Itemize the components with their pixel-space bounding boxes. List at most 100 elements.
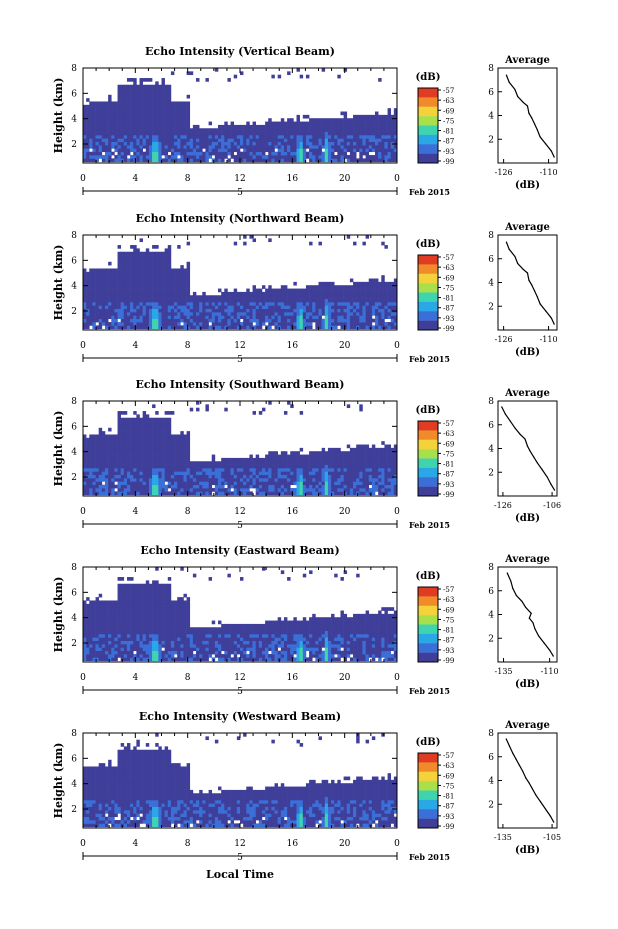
colorbar-tick-label: -81: [443, 793, 454, 801]
x-tick-label: 8: [185, 507, 191, 517]
colorbar-swatch: [418, 311, 438, 321]
y-tick-label: 6: [71, 89, 77, 99]
profile-point: [528, 112, 530, 114]
panel-title: Echo Intensity (Vertical Beam): [145, 45, 335, 58]
profile-y-tick-label: 6: [488, 255, 494, 265]
profile-y-tick-label: 4: [488, 777, 494, 787]
colorbar-tick-label: -57: [443, 254, 454, 262]
x-tick-label: 20: [339, 174, 351, 184]
colorbar-swatch: [418, 486, 438, 497]
y-tick-label: 6: [71, 422, 77, 432]
profile-line: [505, 738, 555, 823]
colorbar-tick-label: -57: [443, 420, 454, 428]
profile-line: [505, 74, 555, 158]
date-tick-label: 5: [237, 853, 243, 863]
x-tick-label: 16: [287, 174, 299, 184]
x-tick-label: 20: [339, 507, 351, 517]
y-tick-label: 6: [71, 256, 77, 266]
y-axis-label: Height (km): [52, 743, 65, 819]
profile-y-tick-label: 2: [488, 800, 494, 810]
y-axis-label: Height (km): [52, 78, 65, 154]
profile-point: [517, 262, 519, 265]
profile-y-tick-label: 8: [488, 231, 494, 241]
date-label: Feb 2015: [409, 187, 450, 197]
profile-point: [533, 456, 535, 458]
profile-point: [528, 617, 530, 619]
profile-x-tick-label: -126: [494, 501, 512, 510]
x-tick-label: 12: [234, 839, 245, 849]
colorbar-tick-label: -63: [443, 762, 454, 770]
profile-point: [515, 594, 518, 597]
colorbar-swatch: [418, 799, 438, 810]
colorbar-swatch: [418, 134, 438, 145]
x-tick-label: 0: [394, 839, 400, 849]
profile-title: Average: [504, 222, 550, 233]
colorbar-swatch: [418, 255, 438, 265]
profile-line: [505, 241, 555, 325]
y-tick-label: 2: [71, 140, 77, 150]
y-tick-label: 4: [71, 115, 77, 125]
panel-5: Echo Intensity (Westward Beam) 2 4 6 8 Height…: [52, 710, 561, 863]
profile-point: [553, 156, 555, 158]
colorbar-tick-label: -69: [443, 274, 454, 282]
x-tick-label: 16: [287, 341, 299, 351]
profile-point: [514, 427, 516, 429]
x-tick-label: 8: [185, 174, 191, 184]
profile-point: [519, 433, 521, 435]
profile-title: Average: [504, 720, 550, 731]
x-tick-label: 4: [132, 673, 138, 683]
y-tick-label: 6: [71, 754, 77, 764]
heatmap-cells: [83, 567, 398, 662]
colorbar-swatch: [418, 587, 438, 597]
colorbar-tick-label: -99: [443, 823, 454, 831]
colorbar-swatch: [418, 624, 438, 635]
profile-frame: [497, 234, 558, 331]
colorbar-tick-label: -57: [443, 87, 454, 95]
colorbar-swatch: [418, 116, 438, 126]
colorbar-tick-label: -57: [443, 752, 454, 760]
date-tick-label: 5: [237, 521, 243, 531]
colorbar-swatch: [418, 320, 438, 331]
profile-y-tick-label: 8: [488, 397, 494, 407]
profile-x-tick-label: -126: [495, 335, 513, 344]
profile-y-tick-label: 2: [488, 634, 494, 644]
colorbar-swatch: [418, 596, 438, 606]
profile-point: [549, 649, 551, 651]
colorbar-swatch: [418, 106, 438, 117]
profile-point: [545, 143, 547, 145]
date-label: Feb 2015: [409, 852, 450, 862]
colorbar-tick-label: -63: [443, 97, 454, 105]
colorbar-tick-label: -81: [443, 128, 454, 136]
profile-point: [506, 572, 508, 574]
date-tick-label: 5: [237, 355, 243, 365]
profile-point: [514, 255, 516, 257]
profile-y-tick-label: 2: [488, 135, 494, 145]
profile-point: [539, 303, 541, 305]
x-tick-label: 12: [234, 174, 245, 184]
x-tick-label: 16: [287, 673, 299, 683]
profile-x-tick-label: -105: [543, 833, 561, 842]
profile-x-tick-label: -110: [540, 168, 558, 177]
colorbar-tick-label: -75: [443, 450, 454, 458]
colorbar-swatch: [418, 439, 438, 450]
x-tick-label: 12: [234, 507, 245, 517]
colorbar-tick-label: -87: [443, 471, 454, 479]
profile-x-tick-label: -126: [495, 168, 513, 177]
x-tick-label: 0: [80, 174, 86, 184]
profile-point: [530, 612, 532, 614]
y-tick-label: 2: [71, 473, 77, 483]
profile-point: [533, 290, 536, 292]
profile-point: [528, 782, 530, 784]
colorbar-swatch: [418, 264, 438, 274]
colorbar-tick-label: -63: [443, 264, 454, 272]
y-tick-label: 8: [71, 231, 77, 241]
x-tick-label: 0: [394, 673, 400, 683]
y-tick-label: 4: [71, 448, 77, 458]
profile-point: [508, 745, 511, 747]
colorbar-tick-label: -63: [443, 430, 454, 438]
colorbar-tick-label: -93: [443, 647, 454, 655]
colorbar-swatch: [418, 790, 438, 801]
profile-y-tick-label: 4: [488, 112, 494, 122]
y-tick-label: 2: [71, 805, 77, 815]
colorbar-swatch: [418, 633, 438, 644]
